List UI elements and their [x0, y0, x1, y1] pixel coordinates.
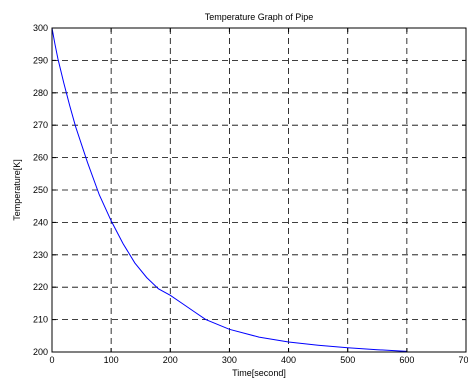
y-axis-label: Temperature[K]: [12, 159, 22, 221]
x-tick-label: 600: [399, 355, 414, 365]
ticks: 0 100 200 300 400 500 600 700 200 210 220 230 240 250…: [33, 23, 468, 365]
y-tick-label: 220: [33, 282, 48, 292]
y-tick-label: 230: [33, 250, 48, 260]
y-tick-label: 240: [33, 217, 48, 227]
x-tick-label: 0: [49, 355, 54, 365]
y-tick-label: 270: [33, 120, 48, 130]
x-tick-label: 400: [281, 355, 296, 365]
x-tick-label: 300: [222, 355, 237, 365]
grid: [52, 28, 466, 352]
chart-title: Temperature Graph of Pipe: [205, 12, 314, 22]
y-tick-label: 260: [33, 153, 48, 163]
y-tick-label: 290: [33, 55, 48, 65]
y-tick-label: 300: [33, 23, 48, 33]
y-tick-label: 250: [33, 185, 48, 195]
series-line-0: [51, 27, 407, 352]
x-tick-label: 100: [104, 355, 119, 365]
x-tick-label: 700: [458, 355, 468, 365]
x-tick-label: 200: [163, 355, 178, 365]
y-tick-label: 280: [33, 88, 48, 98]
y-tick-label: 200: [33, 347, 48, 357]
series-layer: [51, 27, 407, 352]
x-tick-label: 500: [340, 355, 355, 365]
x-axis-label: Time[second]: [232, 368, 286, 378]
y-tick-label: 210: [33, 315, 48, 325]
